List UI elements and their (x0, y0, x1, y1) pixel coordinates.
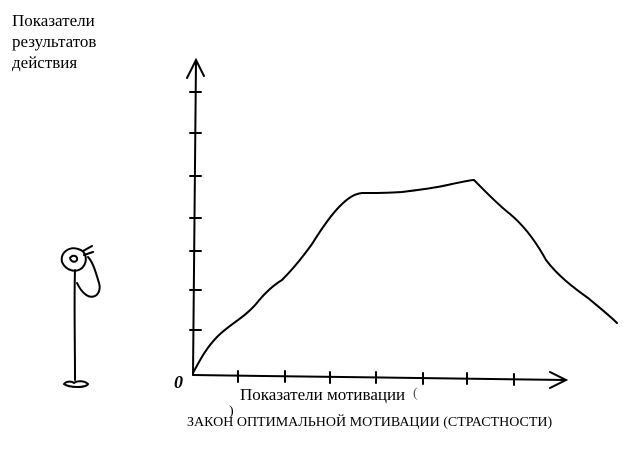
thinking-stick-figure (60, 245, 101, 388)
caption-mark: ) (229, 404, 234, 419)
law-caption: ЗАКОН ОПТИМАЛЬНОЙ МОТИВАЦИИ (СТРАСТНОСТИ… (187, 415, 553, 430)
y-axis (186, 57, 205, 376)
x-axis-arrowhead (549, 371, 569, 389)
figure-raised-arm (76, 256, 101, 298)
x-axis-line (192, 374, 567, 381)
stray-mark: ( (413, 386, 418, 401)
y-axis-arrowhead (186, 57, 205, 79)
x-axis-title: Показатели мотивации (240, 385, 406, 404)
origin-label: 0 (174, 372, 183, 392)
y-axis-title: Показатели результатов действия (12, 11, 97, 72)
figure-feet (63, 380, 89, 388)
figure-head (60, 247, 87, 272)
performance-curve (192, 179, 618, 374)
figure-eye (69, 254, 79, 263)
x-axis (192, 370, 569, 389)
figure-hair-tuft (82, 245, 94, 256)
